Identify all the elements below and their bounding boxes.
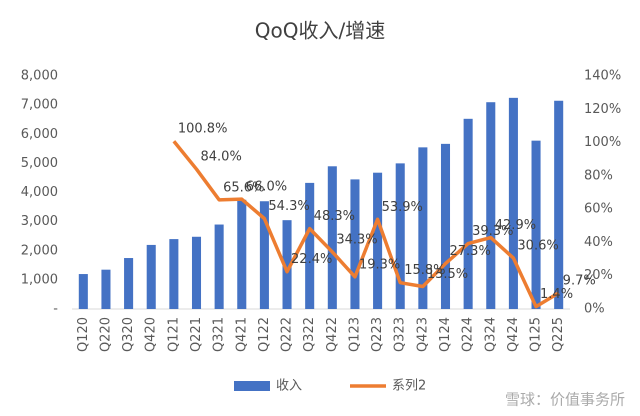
bar (508, 97, 518, 309)
x-tick-label: Q123 (347, 317, 362, 352)
legend-swatch (234, 381, 270, 391)
y-tick-label: 5,000 (21, 156, 58, 171)
bar (350, 179, 360, 309)
x-tick-label: Q420 (144, 317, 159, 352)
x-tick-label: Q120 (76, 317, 91, 352)
value-label: 34.3% (336, 232, 377, 247)
bar (237, 199, 247, 309)
value-label: 27.3% (450, 244, 491, 259)
x-tick-label: Q220 (98, 317, 113, 352)
x-tick-label: Q422 (325, 317, 340, 352)
y2-tick-label: 40% (584, 235, 613, 250)
y2-tick-label: 0% (584, 302, 605, 317)
y2-tick-label: 140% (584, 69, 621, 84)
bar (146, 244, 156, 309)
value-label: 22.4% (291, 252, 332, 267)
y2-tick-label: 80% (584, 168, 613, 183)
value-label: 9.7% (563, 273, 596, 288)
y-tick-label: 8,000 (21, 69, 58, 84)
y-tick-label: 1,000 (21, 272, 58, 287)
y2-tick-label: 120% (584, 102, 621, 117)
x-tick-label: Q223 (370, 317, 385, 352)
value-label: 48.3% (314, 209, 355, 224)
value-label: 1.4% (540, 287, 573, 302)
x-tick-label: Q125 (529, 317, 544, 352)
legend-label: 系列2 (392, 379, 426, 394)
x-tick-label: Q423 (415, 317, 430, 352)
bar (78, 274, 88, 309)
bar (124, 258, 134, 309)
x-tick-label: Q221 (189, 317, 204, 352)
y-tick-label: 4,000 (21, 185, 58, 200)
bar (440, 143, 451, 309)
value-label: 42.9% (495, 218, 536, 233)
y-tick-label: 3,000 (21, 214, 58, 229)
value-label: 30.6% (517, 239, 558, 254)
x-tick-label: Q421 (234, 317, 249, 352)
x-tick-label: Q122 (257, 317, 272, 352)
bar (463, 118, 473, 309)
legend-label: 收入 (276, 379, 302, 394)
bar (259, 201, 269, 309)
bar (531, 140, 541, 309)
x-tick-label: Q224 (461, 317, 476, 352)
bar (418, 147, 428, 309)
x-tick-label: Q322 (302, 317, 317, 352)
value-label: 66.0% (246, 180, 287, 195)
x-tick-label: Q320 (121, 317, 136, 352)
bar (282, 220, 292, 309)
y2-tick-label: 60% (584, 202, 613, 217)
x-tick-label: Q424 (506, 317, 521, 352)
y2-tick-label: 20% (584, 268, 613, 283)
bar (169, 239, 179, 309)
x-tick-label: Q124 (438, 317, 453, 352)
watermark: 雪球：价值事务所 (505, 391, 625, 409)
x-tick-label: Q222 (280, 317, 295, 352)
bar (486, 102, 496, 310)
bar (395, 163, 405, 309)
chart-title: QoQ收入/增速 (255, 19, 385, 43)
bar (327, 166, 337, 309)
line (172, 140, 560, 309)
value-label: 53.9% (382, 200, 423, 215)
y-tick-label: 6,000 (21, 127, 58, 142)
value-label: 39.3% (472, 224, 513, 239)
y-tick-label: - (53, 302, 58, 317)
bar (554, 100, 564, 309)
y-tick-label: 2,000 (21, 243, 58, 258)
y-tick-label: 7,000 (21, 98, 58, 113)
bar (191, 236, 202, 309)
x-tick-label: Q121 (166, 317, 181, 352)
bar (305, 182, 315, 309)
value-label: 84.0% (201, 150, 242, 165)
value-label: 15.8% (404, 263, 445, 278)
value-label: 54.3% (268, 199, 309, 214)
bar (373, 172, 383, 309)
bar (214, 224, 224, 309)
x-tick-label: Q324 (483, 317, 498, 352)
y2-tick-label: 100% (584, 135, 621, 150)
value-label: 100.8% (178, 122, 228, 137)
x-tick-label: Q323 (393, 317, 408, 352)
value-label: 13.5% (427, 267, 468, 282)
x-tick-label: Q225 (551, 317, 566, 352)
x-tick-label: Q321 (212, 317, 227, 352)
bar (101, 269, 111, 309)
value-label: 19.3% (359, 257, 400, 272)
value-label: 65.6% (223, 180, 264, 195)
